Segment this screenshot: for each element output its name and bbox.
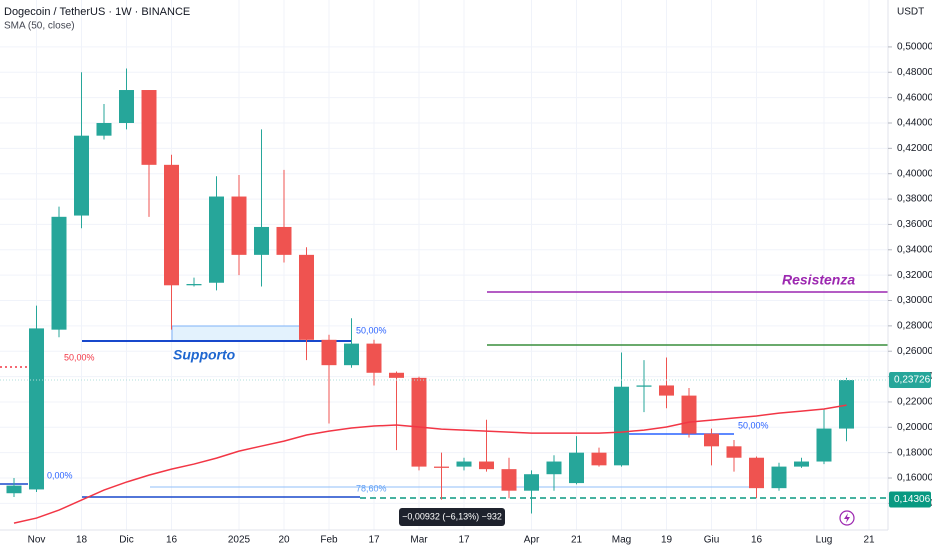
x-tick-label: Nov (28, 535, 46, 546)
y-axis-label: USDT (897, 7, 924, 18)
fib-label: 78,60% (356, 483, 387, 493)
candle-body (456, 461, 472, 467)
candle-body (164, 164, 179, 286)
candle-body (681, 395, 697, 434)
x-tick-label: 16 (166, 535, 178, 546)
chart-title: Dogecoin / TetherUS · 1W · BINANCE (4, 6, 190, 18)
fib-label: 50,00% (738, 420, 769, 430)
candle-body (771, 466, 787, 489)
candle-body (479, 461, 494, 470)
price-tag-label: 0,23726 (894, 375, 931, 386)
x-tick-label: Apr (524, 535, 540, 546)
indicator-legend: SMA (50, close) (4, 21, 75, 32)
candle-body (839, 380, 854, 429)
candle-body (141, 90, 157, 165)
candle-body (749, 457, 764, 489)
x-tick-label: 16 (751, 535, 763, 546)
measure-box (399, 508, 505, 526)
candle-body (569, 452, 584, 484)
y-tick-label: 0,26000 (897, 346, 932, 357)
fib-label: 0,00% (47, 470, 73, 480)
x-tick-label: 21 (863, 535, 875, 546)
x-tick-label: 20 (278, 535, 290, 546)
candle-body (389, 372, 404, 378)
x-tick-label: 19 (661, 535, 673, 546)
measure-label: −0,00932 (−6,13%) −932 (402, 511, 502, 521)
candle-body (344, 343, 359, 366)
y-tick-label: 0,46000 (897, 92, 932, 103)
candle-body (434, 466, 449, 468)
fib-label: 50,00% (356, 325, 387, 335)
x-tick-label: 17 (368, 535, 380, 546)
x-tick-label: 17 (458, 535, 470, 546)
candle-body (96, 122, 112, 136)
y-tick-label: 0,20000 (897, 422, 932, 433)
candle-body (366, 343, 382, 373)
candle-body (186, 284, 202, 286)
candle-body (299, 254, 314, 340)
x-tick-label: 18 (76, 535, 88, 546)
x-tick-label: Mag (612, 535, 631, 546)
y-tick-label: 0,16000 (897, 473, 932, 484)
plot (0, 68, 888, 524)
y-tick-label: 0,42000 (897, 143, 932, 154)
resistance-label: Resistenza (782, 272, 855, 288)
price-tag (889, 491, 931, 508)
candle-body (231, 196, 247, 255)
x-tick-label: 21 (571, 535, 583, 546)
support-zone (171, 325, 301, 342)
candle-body (636, 385, 652, 387)
candle-body (74, 135, 89, 216)
y-tick-label: 0,50000 (897, 42, 932, 53)
candle-body (276, 226, 292, 255)
candle-body (726, 446, 742, 458)
y-tick-label: 0,28000 (897, 321, 932, 332)
candle-body (704, 433, 719, 447)
candle-body (321, 339, 337, 366)
y-tick-label: 0,44000 (897, 118, 932, 129)
candle-body (546, 461, 562, 475)
candle-body (29, 328, 44, 490)
candle-body (254, 226, 269, 255)
x-tick-label: Lug (816, 535, 833, 546)
y-tick-label: 0,40000 (897, 168, 932, 179)
candle-body (794, 461, 809, 467)
candle-body (659, 385, 674, 396)
fib-label: 50,00% (64, 352, 95, 362)
candle-body (816, 428, 832, 462)
candle-body (51, 216, 67, 330)
candle-body (614, 386, 629, 466)
candle-body (524, 474, 539, 491)
candle-body (6, 485, 22, 494)
y-tick-label: 0,34000 (897, 244, 932, 255)
candle-body (209, 196, 224, 283)
price-tag-label: 0,14306 (894, 494, 931, 505)
candle-body (119, 90, 134, 123)
x-tick-label: 2025 (228, 535, 251, 546)
x-tick-label: Feb (320, 535, 338, 546)
x-tick-label: Dic (119, 535, 133, 546)
annotations: Resistenza Supporto 50,00% 50,00% 50,00%… (47, 272, 855, 526)
candle-body (591, 452, 607, 466)
y-tick-label: 0,36000 (897, 219, 932, 230)
alert-icon-bolt (844, 513, 850, 523)
sma-line (13, 404, 847, 524)
axes: 0,140000,160000,180000,200000,220000,240… (28, 42, 932, 546)
y-tick-label: 0,18000 (897, 447, 932, 458)
support-label: Supporto (173, 347, 236, 363)
price-tag (889, 372, 931, 389)
y-tick-label: 0,22000 (897, 397, 932, 408)
candle-body (501, 469, 517, 491)
y-tick-label: 0,32000 (897, 270, 932, 281)
x-tick-label: Giu (704, 535, 720, 546)
y-tick-label: 0,48000 (897, 67, 932, 78)
x-tick-label: Mar (410, 535, 428, 546)
candle-body (411, 377, 427, 467)
alert-icon[interactable] (839, 510, 855, 526)
y-tick-label: 0,30000 (897, 295, 932, 306)
y-tick-label: 0,38000 (897, 194, 932, 205)
